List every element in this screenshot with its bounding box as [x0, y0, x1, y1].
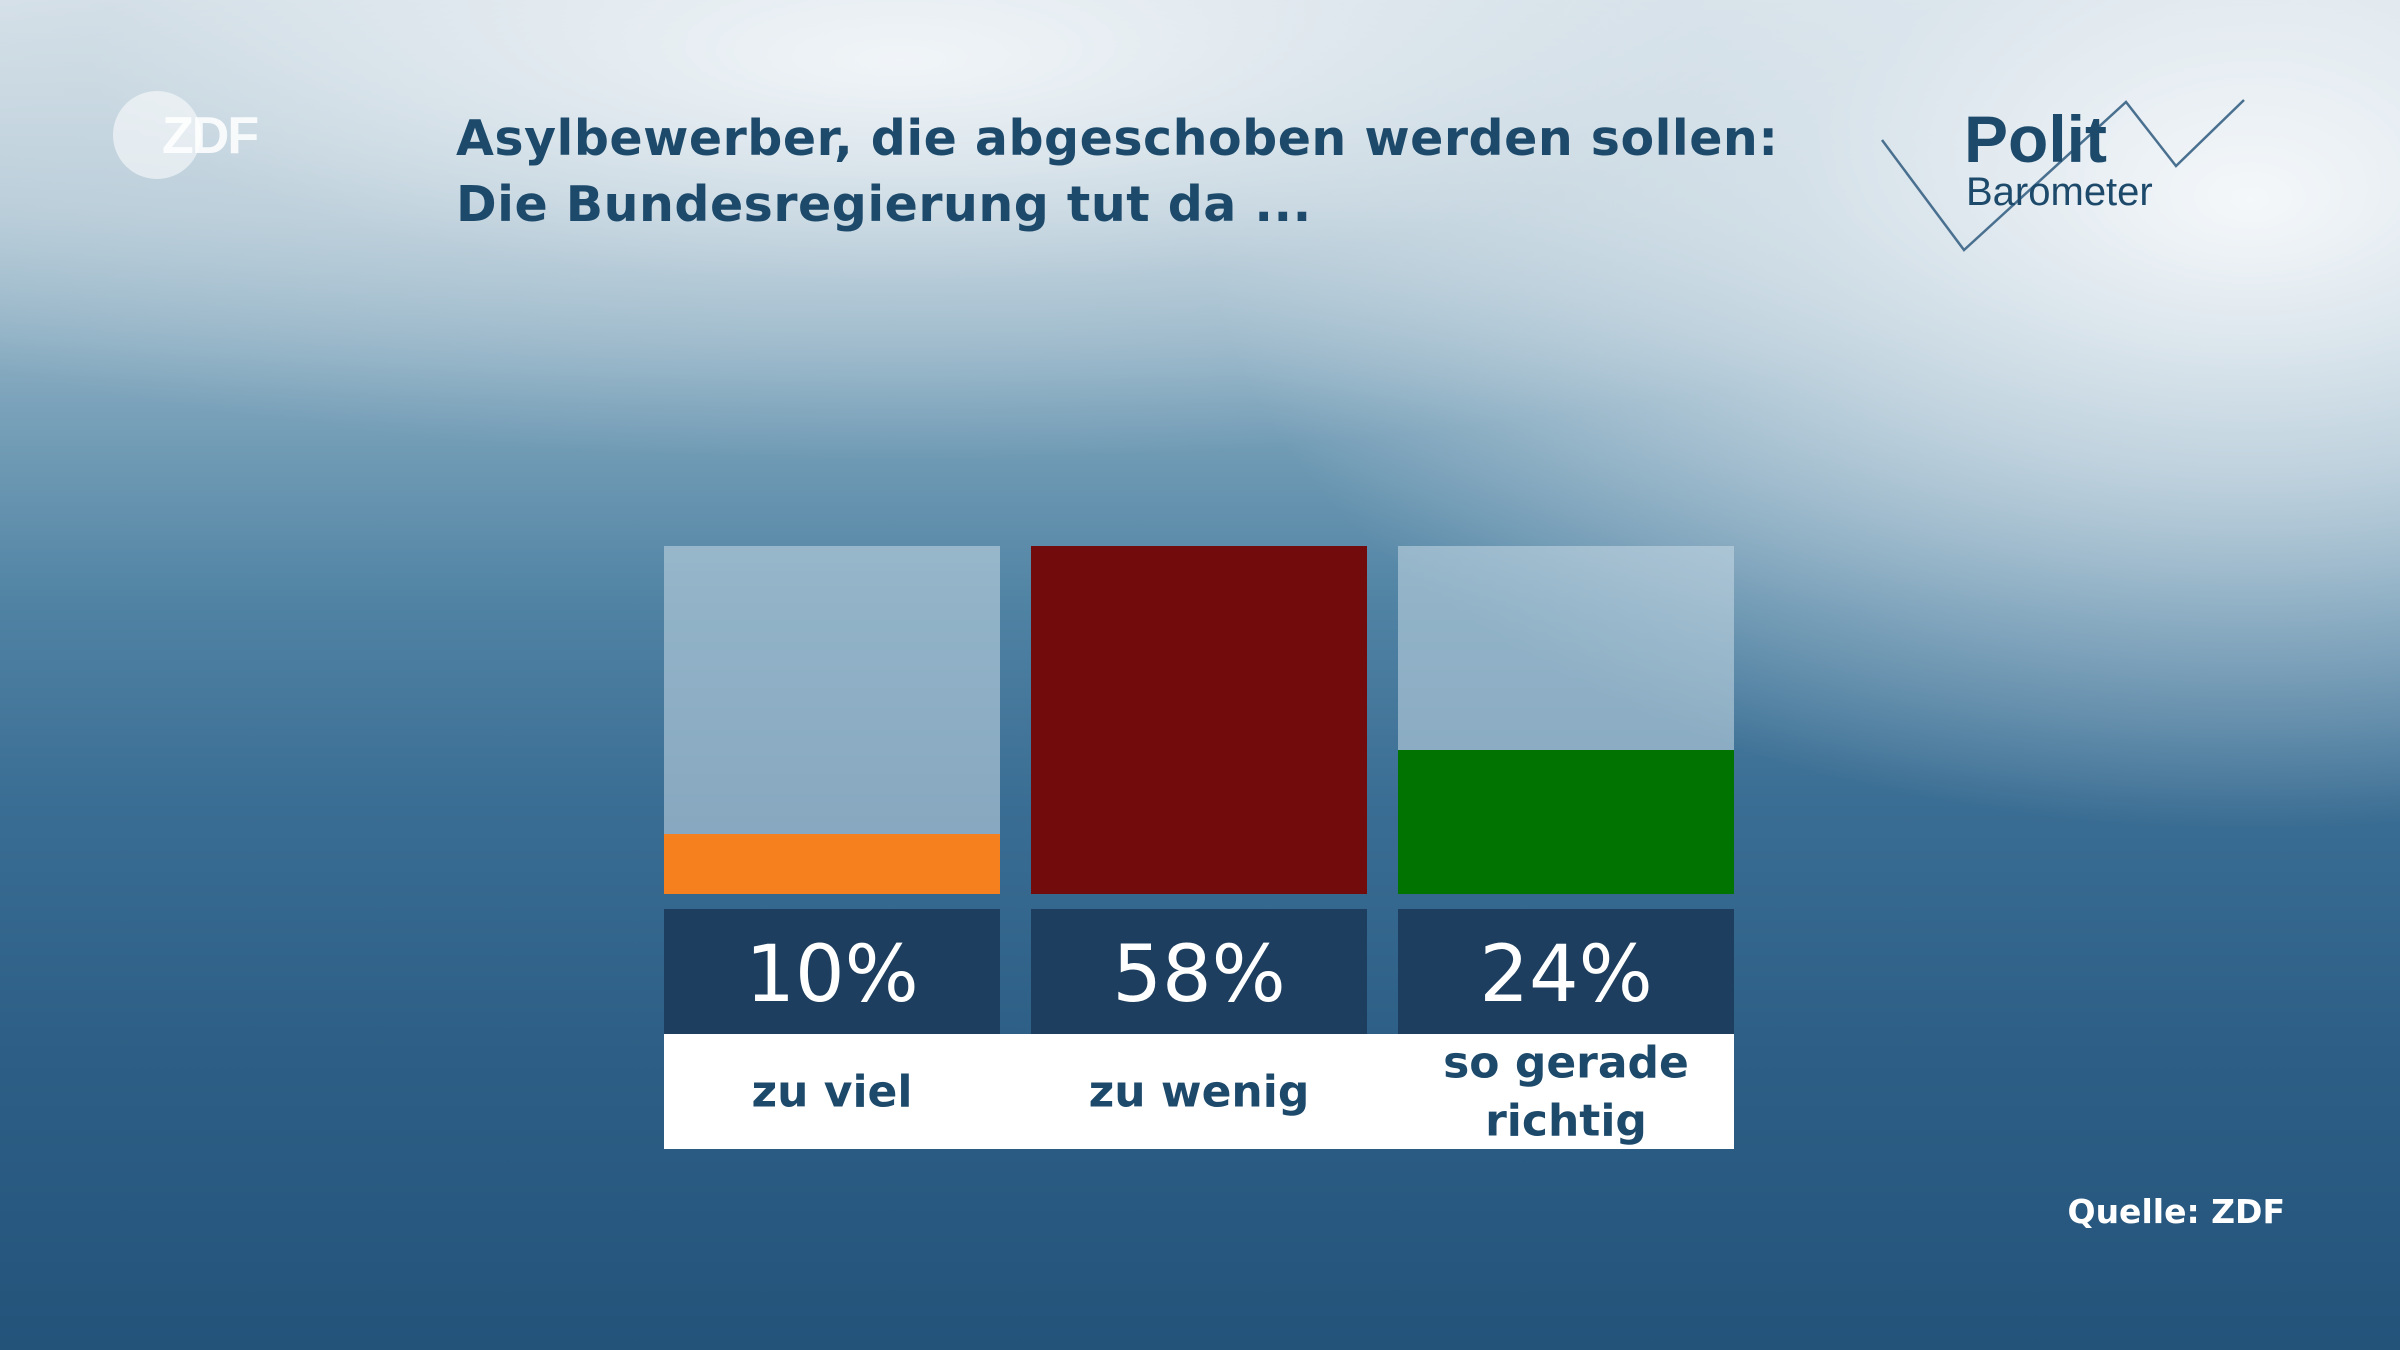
source-note: Quelle: ZDF	[2067, 1192, 2285, 1231]
bar-zu-viel	[664, 834, 1000, 894]
category-label-zu-wenig: zu wenig	[1089, 1067, 1310, 1118]
value-box-so-gerade-richtig	[1398, 909, 1734, 1034]
politbarometer-zigzag-line	[1880, 99, 2245, 252]
bar-so-gerade-richtig	[1398, 750, 1734, 894]
data-label-zu-wenig: 58%	[1112, 930, 1285, 1020]
bars-layer: 10% zu viel 58% zu wenig 24% so gerade richtig	[664, 546, 1734, 1149]
value-box-zu-wenig	[1031, 909, 1367, 1034]
bar-zu-wenig	[1031, 546, 1367, 894]
chart-title-line-1: Asylbewerber, die abgeschoben werden sol…	[456, 110, 1779, 167]
chart-title-line-2: Die Bundesregierung tut da ...	[456, 176, 1312, 233]
chart-title: Asylbewerber, die abgeschoben werden sol…	[456, 106, 1778, 238]
zdf-logo: ZDF	[113, 91, 259, 179]
category-label-zu-viel: zu viel	[752, 1067, 913, 1118]
politbarometer-logo: Polit Barometer	[1880, 99, 2245, 252]
politbarometer-logo-line-1: Polit	[1964, 102, 2107, 176]
politbarometer-logo-line-2: Barometer	[1966, 170, 2153, 214]
data-label-so-gerade-richtig: 24%	[1479, 930, 1652, 1020]
category-label-strip	[664, 1034, 1734, 1149]
value-box-zu-viel	[664, 909, 1000, 1034]
zdf-logo-text: ZDF	[162, 107, 257, 165]
data-label-zu-viel: 10%	[745, 930, 918, 1020]
category-label-so-gerade-richtig: so gerade richtig	[1443, 1038, 1689, 1147]
